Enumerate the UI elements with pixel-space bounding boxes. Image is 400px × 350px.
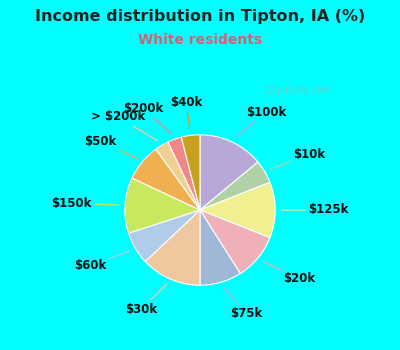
Wedge shape [200, 162, 270, 210]
Text: > $200k: > $200k [91, 110, 158, 141]
Text: $100k: $100k [236, 106, 286, 137]
Text: Income distribution in Tipton, IA (%): Income distribution in Tipton, IA (%) [35, 9, 365, 24]
Text: $75k: $75k [224, 288, 262, 321]
Wedge shape [200, 210, 240, 285]
Wedge shape [125, 178, 200, 233]
Text: $30k: $30k [125, 284, 167, 316]
Text: $50k: $50k [84, 134, 137, 159]
Wedge shape [132, 149, 200, 210]
Wedge shape [156, 142, 200, 210]
Text: $20k: $20k [263, 261, 316, 286]
Wedge shape [181, 135, 200, 210]
Wedge shape [128, 210, 200, 261]
Text: White residents: White residents [138, 33, 262, 47]
Text: $150k: $150k [52, 197, 118, 210]
Text: $10k: $10k [270, 148, 325, 169]
Wedge shape [168, 137, 200, 210]
Wedge shape [200, 135, 258, 210]
Text: City-Data.com: City-Data.com [264, 85, 334, 95]
Wedge shape [200, 182, 275, 238]
Text: $125k: $125k [282, 203, 349, 217]
Wedge shape [200, 210, 270, 273]
Text: $60k: $60k [74, 251, 130, 272]
Text: $40k: $40k [170, 96, 202, 129]
Text: $200k: $200k [123, 102, 171, 134]
Wedge shape [145, 210, 200, 285]
